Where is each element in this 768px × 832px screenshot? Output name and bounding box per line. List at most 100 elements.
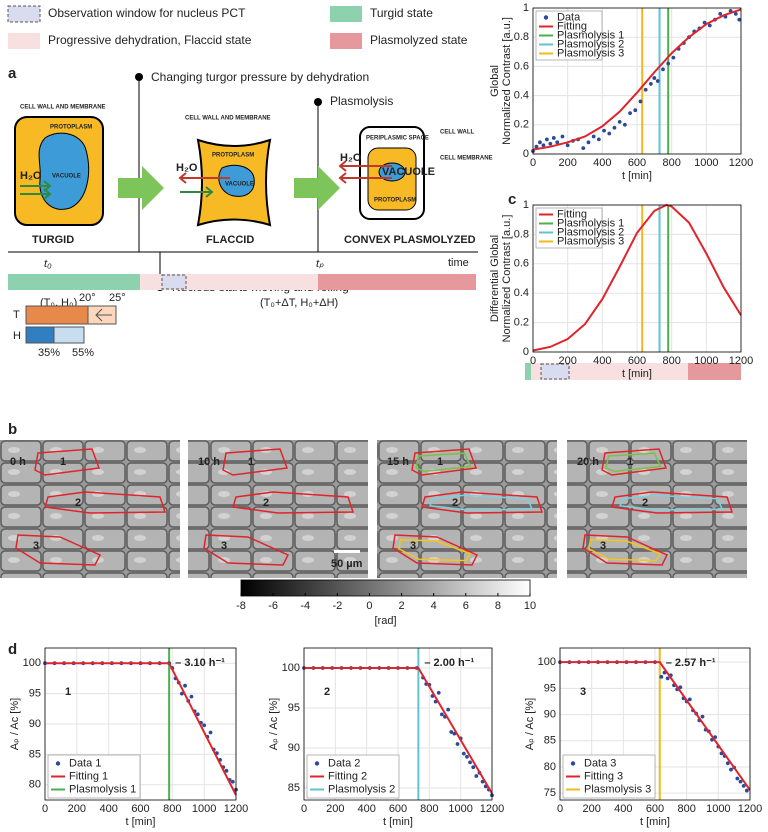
legend-label: Plasmolysis 1 — [69, 783, 136, 795]
data-point — [735, 776, 740, 781]
cell-label: H₂O — [340, 152, 362, 164]
cell-outline — [392, 534, 479, 566]
data-point — [471, 765, 476, 770]
micrograph — [0, 440, 180, 578]
data-point — [202, 723, 207, 728]
fit-line — [304, 667, 493, 794]
legend-label: Observation window for nucleus PCT — [48, 6, 246, 20]
legend-marker — [543, 15, 549, 20]
cell-outline — [601, 448, 668, 476]
cell-outline — [203, 534, 290, 566]
legend-label: Fitting 2 — [328, 770, 367, 782]
cell-number: 3 — [410, 540, 416, 552]
x-tick-label: 0 — [557, 803, 563, 815]
x-tick-label: 400 — [99, 803, 117, 815]
legend-label: Data 2 — [328, 757, 360, 769]
data-point — [179, 691, 184, 696]
y-axis-label: Normalized Contrast [a.u.] — [501, 17, 513, 145]
x-tick-label: 400 — [614, 803, 632, 815]
cell-outline — [222, 448, 289, 476]
cell-label: CELL WALL AND MEMBRANE — [185, 116, 271, 122]
legend-label: Plasmolysis 3 — [557, 47, 624, 59]
data-point — [738, 779, 743, 784]
x-tick-label: 1000 — [694, 355, 718, 367]
x-tick-label: 1200 — [224, 803, 248, 815]
legend-swatch — [7, 5, 41, 23]
time-label: 0 h — [10, 456, 26, 468]
scale-label: 50 µm — [331, 558, 363, 570]
x-tick-label: 600 — [628, 355, 646, 367]
gauge-h — [53, 326, 85, 344]
cell-number: 1 — [60, 456, 66, 468]
state-bar — [525, 363, 531, 380]
state-bar — [688, 363, 741, 380]
data-point — [725, 761, 730, 766]
y-tick-label: 0.2 — [514, 317, 529, 329]
data-point — [465, 754, 469, 759]
x-tick-label: 200 — [582, 803, 600, 815]
cell-outline — [232, 491, 355, 514]
x-tick-label: -8 — [236, 600, 246, 612]
cell-label: PROTOPLASM — [50, 125, 92, 131]
fit-line — [45, 662, 237, 796]
cell-outline — [15, 534, 102, 566]
cell-label: VACUOLE — [52, 174, 81, 180]
plot-frame — [44, 647, 237, 801]
cell-number: 1 — [248, 456, 254, 468]
x-tick-label: -2 — [332, 600, 342, 612]
water-arrow — [338, 160, 392, 184]
x-tick-label: 200 — [558, 355, 576, 367]
colorbar — [240, 579, 531, 597]
x-tick-label: 1000 — [694, 157, 718, 169]
rate-label: – 3.10 h⁻¹ — [175, 657, 225, 669]
y-tick-label: 85 — [288, 782, 300, 794]
cell-number: 3 — [600, 540, 606, 552]
condition: (T₀+ΔT, H₀+ΔH) — [260, 297, 338, 309]
data-point — [183, 683, 187, 688]
rate-label: – 2.57 h⁻¹ — [666, 657, 716, 669]
time-label: tₚ — [316, 258, 324, 270]
cell-number: 2 — [263, 497, 269, 509]
data-point — [474, 774, 479, 778]
data-point — [581, 146, 586, 151]
x-tick-label: 4 — [431, 600, 437, 612]
micrograph — [188, 440, 368, 578]
data-point — [661, 67, 665, 72]
gauge-h — [25, 326, 55, 344]
cell-label: VACUOLE — [225, 182, 254, 188]
data-point — [737, 17, 742, 22]
data-point — [439, 712, 444, 717]
data-point — [586, 140, 591, 145]
legend-label: Turgid state — [370, 6, 433, 20]
x-tick-label: 200 — [558, 157, 576, 169]
event-dot — [135, 73, 143, 81]
x-tick-label: 10 — [524, 600, 536, 612]
cell-number: 2 — [75, 497, 81, 509]
cell-outline — [611, 491, 734, 514]
cell-state: TURGID — [32, 234, 74, 246]
legend-label: Data — [557, 11, 581, 23]
y-tick-label: 95 — [288, 702, 300, 714]
x-tick-label: 800 — [662, 157, 680, 169]
data-point — [468, 760, 472, 765]
x-tick-label: 600 — [389, 803, 407, 815]
data-point — [208, 730, 213, 735]
cell-number: 1 — [627, 456, 633, 468]
state-legend: Observation window for nucleus PCT Turgid… — [7, 5, 468, 49]
data-point — [560, 134, 565, 139]
y-tick-label: 80 — [544, 761, 556, 773]
data-point — [461, 751, 466, 756]
protoplast-outline — [605, 452, 662, 473]
observation-window — [540, 363, 570, 380]
data-point — [555, 140, 560, 145]
cell-label: VACUOLE — [382, 166, 435, 178]
data-point — [612, 125, 617, 130]
data-point — [744, 788, 749, 793]
data-point — [602, 128, 606, 133]
x-tick-label: 0 — [530, 355, 536, 367]
y-tick-label: 1 — [523, 2, 529, 14]
x-tick-label: 1000 — [706, 803, 730, 815]
y-axis-label: Normalized Contrast [a.u.] — [501, 215, 513, 343]
transition-arrow — [294, 166, 340, 210]
